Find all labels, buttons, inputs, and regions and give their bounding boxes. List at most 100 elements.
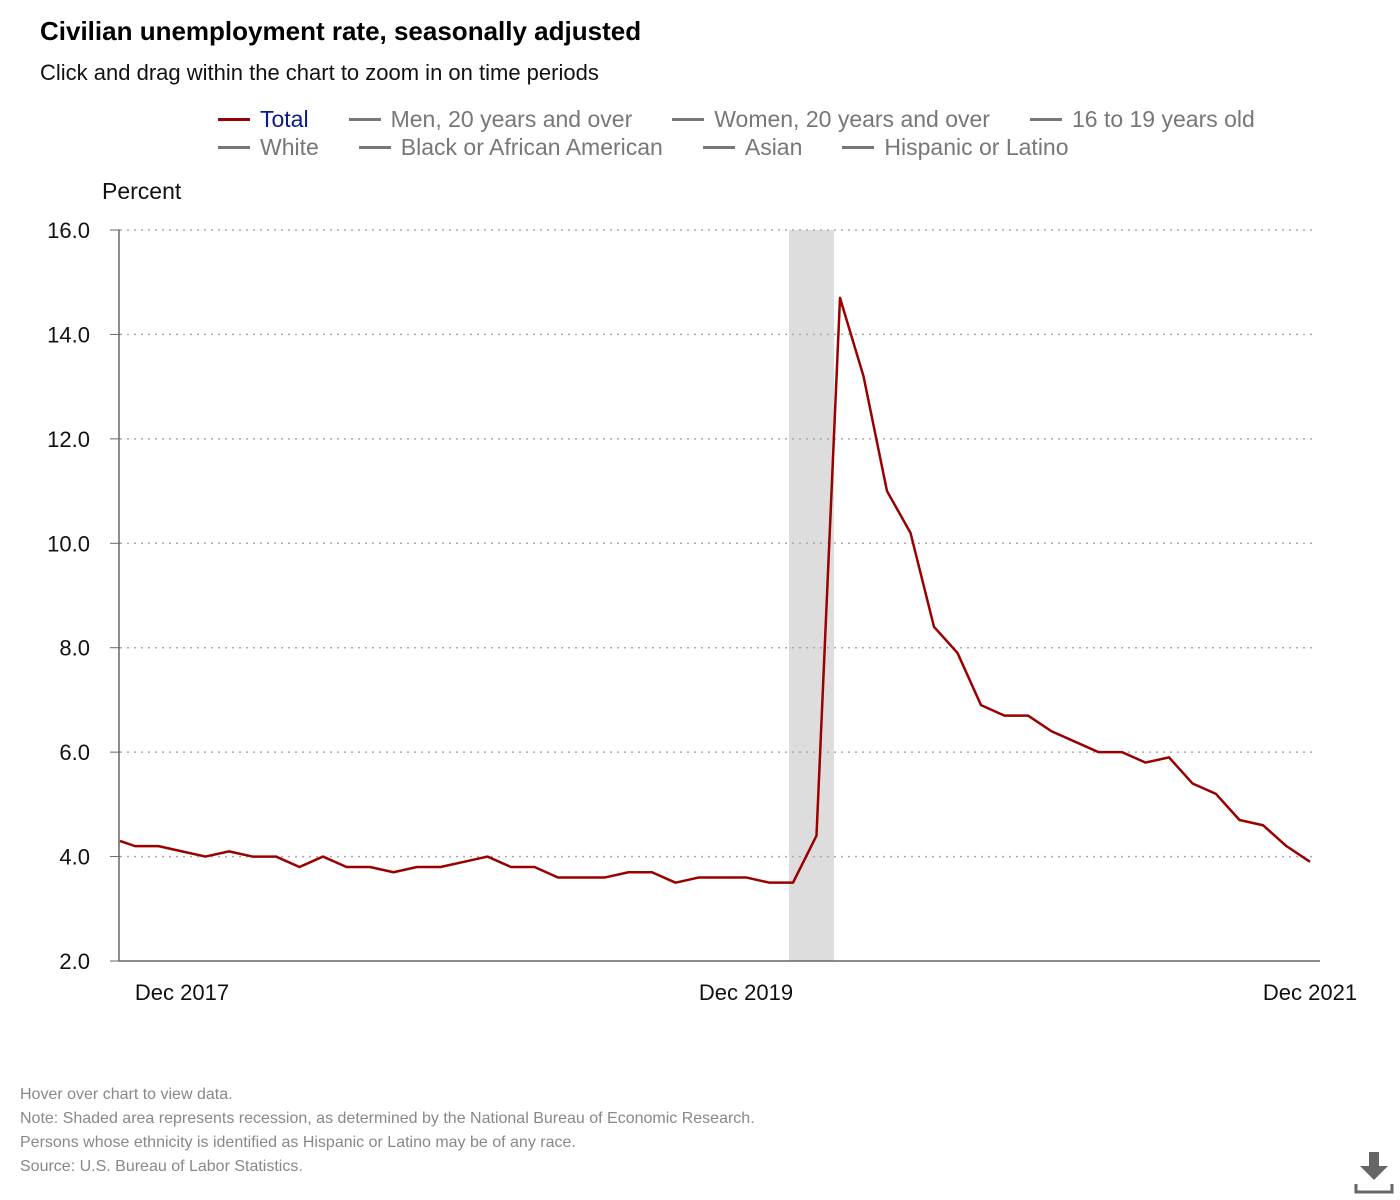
data-point bbox=[155, 842, 163, 850]
legend-label: Hispanic or Latino bbox=[884, 133, 1069, 160]
legend-swatch bbox=[218, 145, 250, 149]
legend-item[interactable]: Total bbox=[218, 106, 309, 133]
legend-label: Asian bbox=[744, 133, 803, 160]
legend-label: 16 to 19 years old bbox=[1071, 105, 1255, 132]
legend-swatch bbox=[1029, 117, 1062, 121]
chart-subtitle: Click and drag within the chart to zoom … bbox=[40, 60, 599, 85]
y-tick-label: 12.0 bbox=[47, 427, 90, 452]
data-point bbox=[116, 837, 124, 845]
data-point bbox=[272, 853, 280, 861]
data-point bbox=[1189, 779, 1197, 787]
data-point bbox=[1095, 748, 1103, 756]
legend-swatch bbox=[672, 117, 705, 121]
legend-item[interactable]: Women, 20 years and over bbox=[672, 106, 990, 133]
chart-title: Civilian unemployment rate, seasonally a… bbox=[40, 16, 642, 46]
data-point bbox=[601, 873, 609, 881]
note-hispanic: Persons whose ethnicity is identified as… bbox=[20, 1134, 576, 1151]
data-point bbox=[390, 868, 398, 876]
data-point bbox=[907, 529, 915, 537]
data-point bbox=[1236, 816, 1244, 824]
data-point bbox=[883, 487, 891, 495]
y-tick-label: 2.0 bbox=[59, 949, 90, 974]
data-point bbox=[860, 372, 868, 380]
data-point bbox=[531, 863, 539, 871]
data-point bbox=[719, 873, 727, 881]
data-point bbox=[954, 649, 962, 657]
data-point bbox=[1259, 821, 1267, 829]
legend-label: Men, 20 years and over bbox=[390, 105, 633, 132]
data-point bbox=[202, 853, 210, 861]
data-point bbox=[249, 853, 257, 861]
data-point bbox=[1283, 842, 1291, 850]
data-point bbox=[648, 868, 656, 876]
data-point bbox=[766, 879, 774, 887]
data-point bbox=[413, 863, 421, 871]
data-point bbox=[836, 294, 844, 302]
note-hover: Hover over chart to view data. bbox=[20, 1086, 233, 1103]
data-point bbox=[554, 873, 562, 881]
legend-item[interactable]: Men, 20 years and over bbox=[348, 105, 633, 133]
y-tick-label: 16.0 bbox=[47, 218, 90, 243]
legend-label: Total bbox=[260, 105, 309, 132]
data-point bbox=[625, 868, 633, 876]
data-point bbox=[695, 873, 703, 881]
data-point bbox=[1306, 858, 1314, 866]
data-point bbox=[296, 863, 304, 871]
y-tick-label: 4.0 bbox=[59, 845, 90, 870]
legend-label: Women, 20 years and over bbox=[714, 105, 990, 132]
data-point bbox=[1001, 712, 1009, 720]
legend-label: Black or African American bbox=[400, 133, 663, 160]
y-tick-label: 6.0 bbox=[59, 740, 90, 765]
y-tick-label: 8.0 bbox=[59, 636, 90, 661]
data-point bbox=[343, 863, 351, 871]
x-tick-label: Dec 2021 bbox=[1263, 980, 1357, 1005]
data-point bbox=[742, 873, 750, 881]
legend-item[interactable]: Hispanic or Latino bbox=[842, 133, 1069, 161]
data-point bbox=[930, 623, 938, 631]
legend-swatch bbox=[218, 117, 250, 121]
data-point bbox=[1118, 748, 1126, 756]
line-chart[interactable]: 2.0 4.0 6.0 8.0 10.0 12.0 14.0 16.0 Percent Dec 2… bbox=[0, 0, 1400, 1060]
data-point bbox=[977, 701, 985, 709]
legend-label: White bbox=[260, 133, 319, 160]
notes: Hover over chart to view data. Note: Sha… bbox=[20, 1083, 755, 1179]
y-tick-label: 10.0 bbox=[47, 531, 90, 556]
data-point bbox=[1024, 712, 1032, 720]
data-point bbox=[225, 847, 233, 855]
data-point bbox=[319, 853, 327, 861]
legend-item[interactable]: White bbox=[218, 134, 319, 161]
data-point bbox=[1071, 738, 1079, 746]
x-tick-label: Dec 2019 bbox=[699, 980, 793, 1005]
data-point bbox=[789, 879, 797, 887]
data-point bbox=[366, 863, 374, 871]
data-point bbox=[507, 863, 515, 871]
data-point bbox=[672, 879, 680, 887]
data-point bbox=[1212, 790, 1220, 798]
data-point bbox=[484, 853, 492, 861]
data-point bbox=[1048, 727, 1056, 735]
y-tick-label: 14.0 bbox=[47, 322, 90, 347]
note-recession: Note: Shaded area represents recession, … bbox=[20, 1110, 755, 1127]
data-point bbox=[460, 858, 468, 866]
legend-swatch bbox=[348, 117, 381, 121]
legend-swatch bbox=[702, 145, 735, 149]
legend-swatch bbox=[358, 145, 391, 149]
data-point bbox=[813, 832, 821, 840]
y-axis-label: Percent bbox=[102, 178, 182, 204]
legend: Total Men, 20 years and over Women, 20 yea… bbox=[218, 105, 1295, 161]
series-line-total bbox=[119, 296, 1311, 884]
data-point bbox=[437, 863, 445, 871]
legend-row: Total Men, 20 years and over Women, 20 yea… bbox=[218, 105, 1295, 133]
data-point bbox=[1142, 759, 1150, 767]
legend-item[interactable]: 16 to 19 years old bbox=[1029, 105, 1255, 133]
download-icon[interactable] bbox=[1354, 1150, 1394, 1195]
legend-row: White Black or African American Asian Hispa… bbox=[218, 133, 1295, 161]
data-point bbox=[178, 847, 186, 855]
x-tick-label: Dec 2017 bbox=[135, 980, 229, 1005]
legend-item[interactable]: Asian bbox=[702, 133, 803, 161]
data-point bbox=[578, 873, 586, 881]
data-point bbox=[1165, 753, 1173, 761]
legend-item[interactable]: Black or African American bbox=[358, 133, 663, 161]
note-source: Source: U.S. Bureau of Labor Statistics. bbox=[20, 1158, 303, 1175]
legend-swatch bbox=[842, 145, 875, 149]
